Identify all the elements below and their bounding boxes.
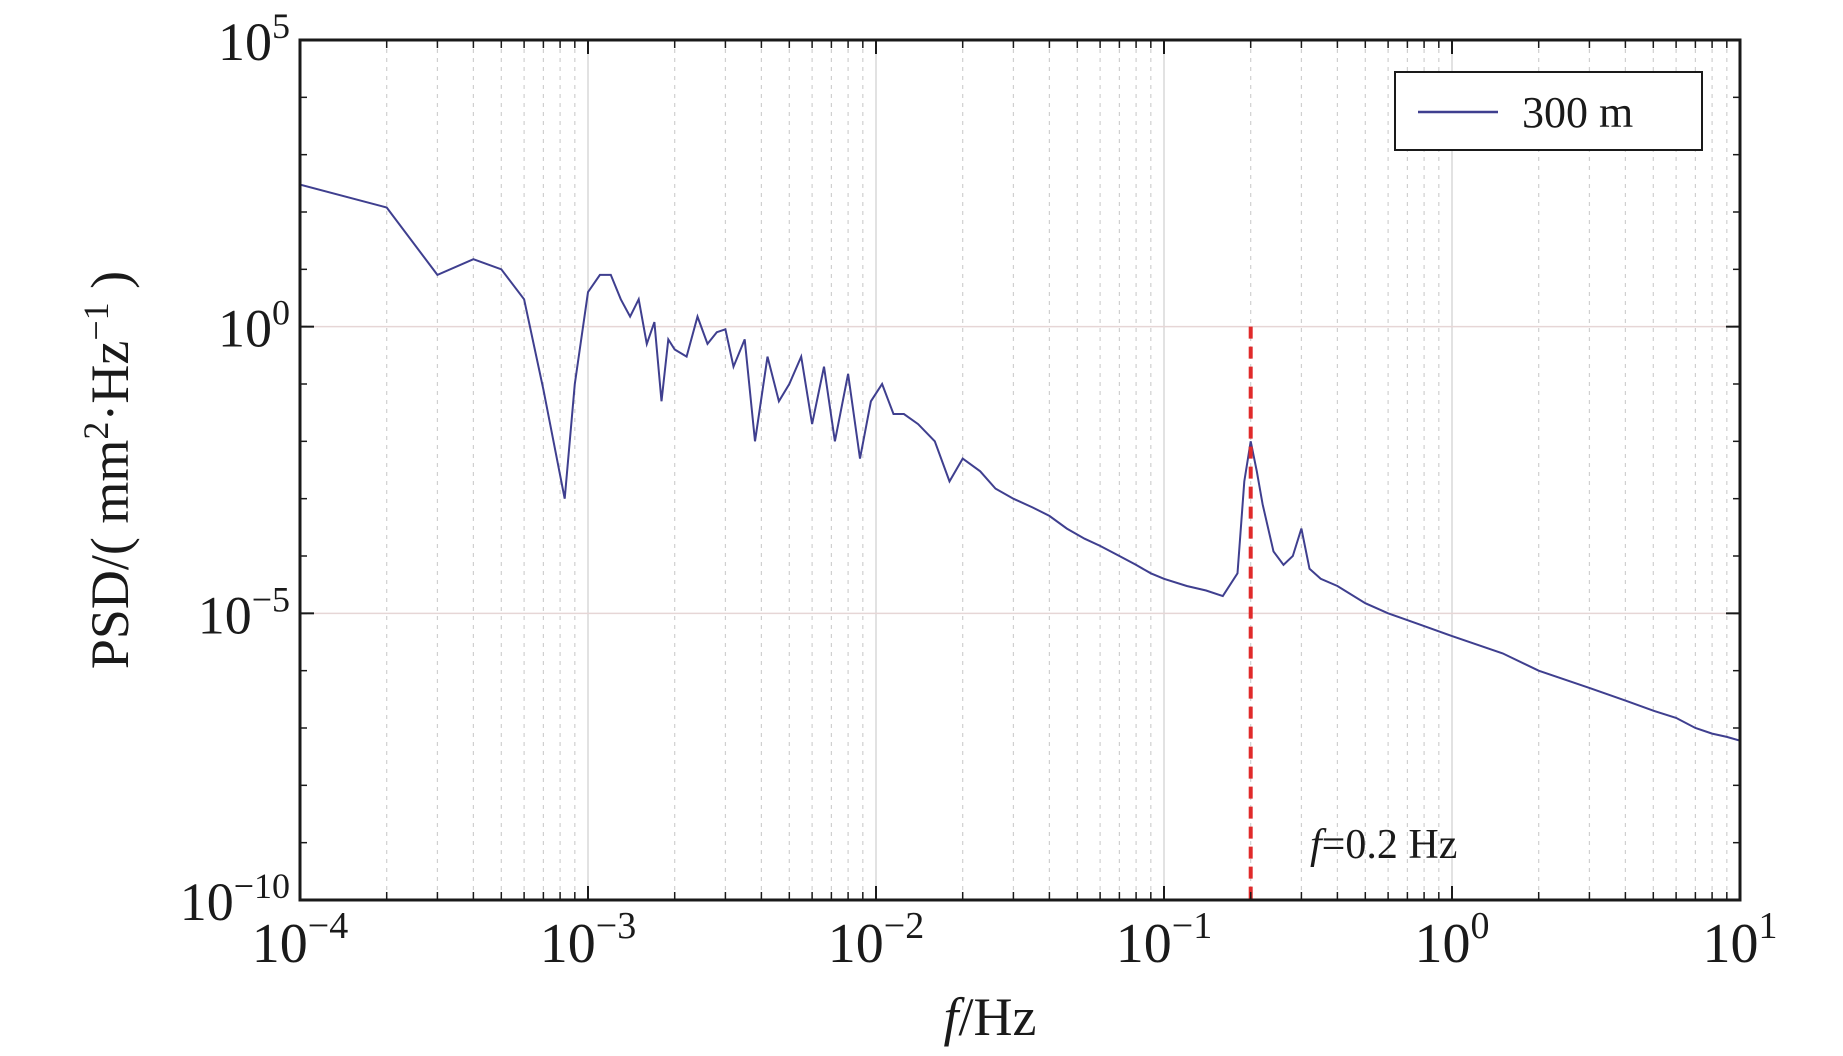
grid-major: [300, 40, 1740, 900]
x-tick-label: 10−1: [1116, 905, 1212, 975]
y-tick-label: 10−5: [198, 579, 290, 645]
legend-label: 300 m: [1522, 88, 1633, 137]
x-tick-label: 100: [1415, 905, 1490, 975]
y-axis-label: PSD/( mm2·Hz−1 ): [76, 271, 140, 669]
x-tick-label: 10−4: [252, 905, 348, 975]
plot-frame: [298, 38, 1742, 902]
x-tick-label: 10−2: [828, 905, 924, 975]
x-tick-labels: 10−4 10−3 10−2 10−1 100 101: [252, 905, 1778, 975]
axis-ticks: [299, 39, 1741, 901]
legend: 300 m: [1394, 71, 1703, 151]
y-tick-label: 105: [218, 6, 290, 72]
y-tick-labels: 105 100 10−5 10−10: [180, 6, 290, 932]
x-tick-label: 101: [1703, 905, 1778, 975]
x-axis-label: f/Hz: [944, 987, 1037, 1047]
series-300m-line: [300, 183, 1740, 742]
y-tick-label: 100: [218, 293, 290, 359]
y-tick-label: 10−10: [180, 866, 290, 932]
x-tick-label: 10−3: [540, 905, 636, 975]
frequency-annotation: f=0.2 Hz: [1310, 822, 1457, 868]
